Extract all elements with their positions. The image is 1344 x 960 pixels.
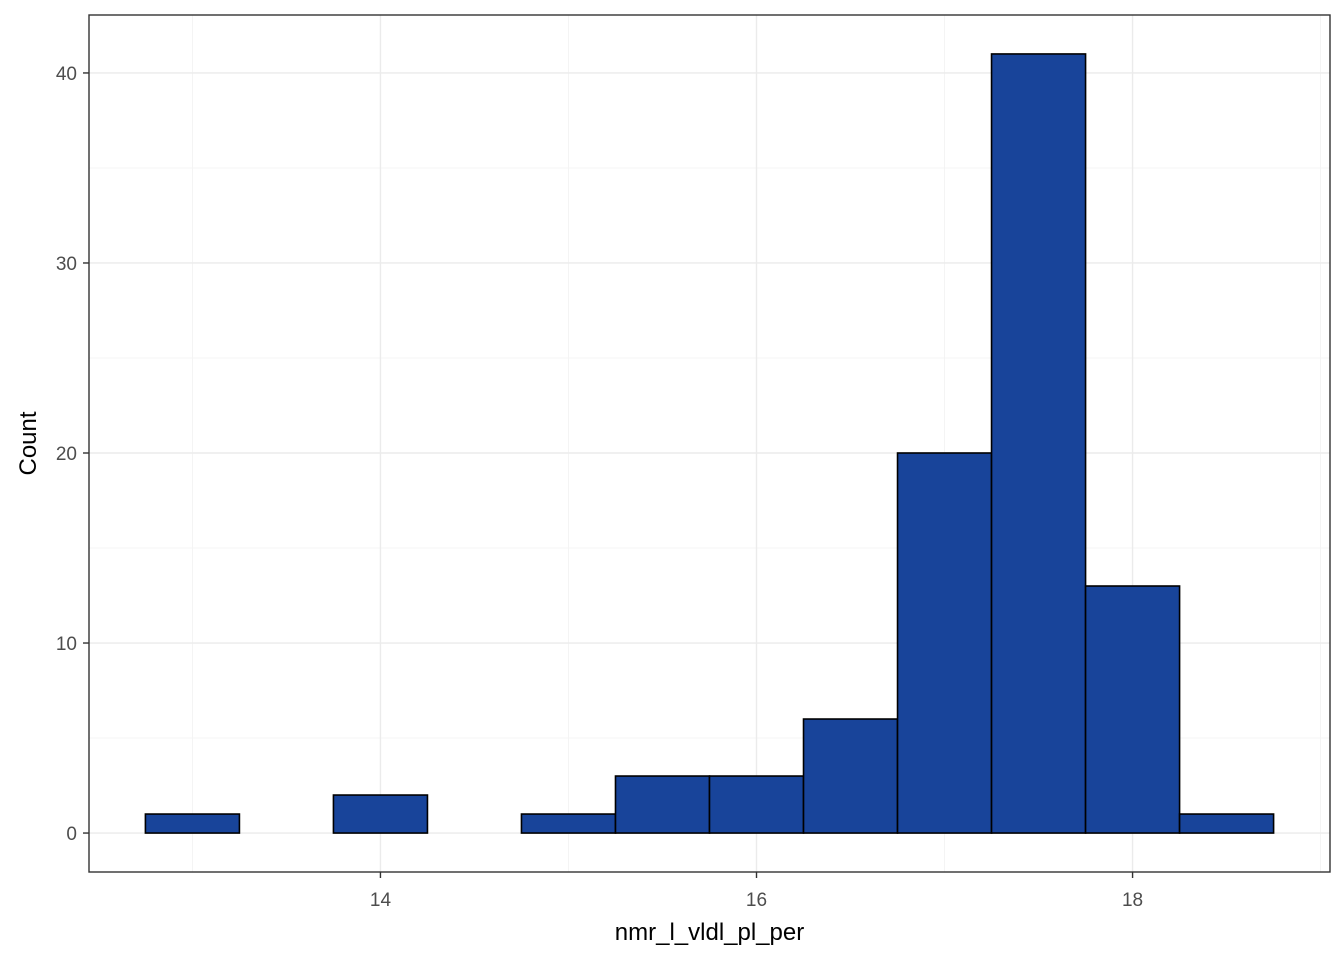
x-tick-label: 16 xyxy=(746,890,767,911)
histogram-bar xyxy=(1178,813,1275,834)
y-tick-label: 20 xyxy=(56,444,77,465)
histogram-bar xyxy=(990,53,1087,834)
x-tick-label: 18 xyxy=(1122,890,1143,911)
y-axis: 0 10 20 30 40 xyxy=(56,64,89,845)
histogram-bar xyxy=(332,794,429,834)
histogram-bar xyxy=(896,452,993,834)
histogram-bar xyxy=(144,813,241,834)
histogram-bar xyxy=(708,775,805,834)
x-axis: 14 16 18 xyxy=(370,872,1143,911)
y-tick-label: 40 xyxy=(56,64,77,85)
y-axis-title: Count xyxy=(15,411,42,475)
y-tick-label: 0 xyxy=(66,824,77,845)
y-tick-label: 10 xyxy=(56,634,77,655)
histogram-bar xyxy=(802,718,899,834)
x-tick-label: 14 xyxy=(370,890,392,911)
x-axis-title: nmr_l_vldl_pl_per xyxy=(615,919,804,946)
histogram-bar xyxy=(1084,585,1181,834)
histogram-bar xyxy=(614,775,711,834)
y-tick-label: 30 xyxy=(56,254,77,275)
panel-border xyxy=(88,14,1331,873)
bars xyxy=(144,53,1275,834)
histogram-bar xyxy=(520,813,617,834)
